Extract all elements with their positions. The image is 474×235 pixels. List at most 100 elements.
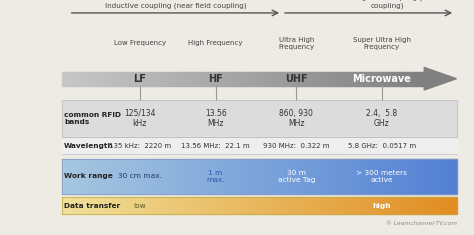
Bar xyxy=(100,72,101,86)
Bar xyxy=(346,72,347,86)
Bar xyxy=(406,72,407,86)
Text: 30 m
active Tag: 30 m active Tag xyxy=(278,170,315,183)
Bar xyxy=(264,159,265,194)
Bar xyxy=(260,72,261,86)
Bar xyxy=(344,197,345,214)
Bar xyxy=(132,72,133,86)
Bar xyxy=(316,159,318,194)
Bar xyxy=(318,197,319,214)
Bar xyxy=(378,72,380,86)
Bar xyxy=(153,159,154,194)
Bar xyxy=(81,72,82,86)
Bar xyxy=(136,72,137,86)
Bar xyxy=(387,197,389,214)
Bar xyxy=(268,72,270,86)
Text: 13.56 MHz:  22.1 m: 13.56 MHz: 22.1 m xyxy=(182,143,250,149)
Bar xyxy=(323,197,324,214)
Bar xyxy=(446,159,447,194)
Bar xyxy=(306,72,307,86)
Bar xyxy=(192,159,193,194)
Text: 125/134
kHz: 125/134 kHz xyxy=(124,109,155,128)
Bar xyxy=(174,159,175,194)
Bar xyxy=(133,159,134,194)
Bar xyxy=(454,197,455,214)
Bar xyxy=(296,159,298,194)
Bar xyxy=(188,197,190,214)
Bar xyxy=(88,72,90,86)
Bar xyxy=(360,72,361,86)
Bar xyxy=(422,159,423,194)
Bar xyxy=(372,159,373,194)
Bar xyxy=(91,159,92,194)
Bar xyxy=(346,197,348,214)
Bar xyxy=(171,197,173,214)
Bar xyxy=(84,72,86,86)
Bar xyxy=(76,72,77,86)
Bar xyxy=(401,197,402,214)
Bar xyxy=(281,72,282,86)
Bar xyxy=(330,72,331,86)
Bar xyxy=(92,197,93,214)
Bar xyxy=(394,72,395,86)
Bar xyxy=(419,72,420,86)
Bar xyxy=(176,72,178,86)
Bar xyxy=(326,72,328,86)
Bar xyxy=(335,72,336,86)
Bar xyxy=(364,197,365,214)
Bar xyxy=(385,197,386,214)
Bar xyxy=(141,197,142,214)
Bar xyxy=(130,72,132,86)
Bar xyxy=(244,159,245,194)
Bar xyxy=(269,159,270,194)
Bar xyxy=(302,72,303,86)
Bar xyxy=(378,159,380,194)
Bar xyxy=(170,159,171,194)
Bar xyxy=(170,197,171,214)
Bar xyxy=(142,197,144,214)
Bar xyxy=(336,197,337,214)
Bar xyxy=(225,159,227,194)
Bar xyxy=(84,197,85,214)
Bar xyxy=(300,72,301,86)
Bar xyxy=(116,72,117,86)
Bar xyxy=(455,159,456,194)
Bar xyxy=(295,72,296,86)
Bar xyxy=(338,159,340,194)
Bar xyxy=(133,197,134,214)
Bar xyxy=(357,159,358,194)
Bar xyxy=(80,197,82,214)
Bar xyxy=(98,72,99,86)
Bar xyxy=(352,159,353,194)
Bar xyxy=(152,72,154,86)
Bar xyxy=(70,197,71,214)
Bar xyxy=(195,159,196,194)
Bar xyxy=(68,159,70,194)
Text: 13.56
MHz: 13.56 MHz xyxy=(205,109,227,128)
Bar xyxy=(62,100,457,154)
Bar xyxy=(118,159,119,194)
Bar xyxy=(137,159,138,194)
Bar xyxy=(95,72,97,86)
Bar xyxy=(225,197,227,214)
Bar xyxy=(127,72,128,86)
Bar xyxy=(68,72,69,86)
Bar xyxy=(400,197,401,214)
Bar xyxy=(444,159,446,194)
Bar xyxy=(111,72,112,86)
Bar xyxy=(99,159,100,194)
Bar xyxy=(220,72,221,86)
Bar xyxy=(368,197,369,214)
Bar xyxy=(403,197,405,214)
Bar xyxy=(358,159,360,194)
Bar xyxy=(216,159,217,194)
Bar xyxy=(289,159,290,194)
Bar xyxy=(383,72,384,86)
Bar xyxy=(101,159,102,194)
Bar xyxy=(298,197,299,214)
Bar xyxy=(210,72,211,86)
Bar xyxy=(333,197,335,214)
Bar xyxy=(286,197,287,214)
Bar xyxy=(126,197,128,214)
Bar xyxy=(105,72,106,86)
Bar xyxy=(168,197,170,214)
